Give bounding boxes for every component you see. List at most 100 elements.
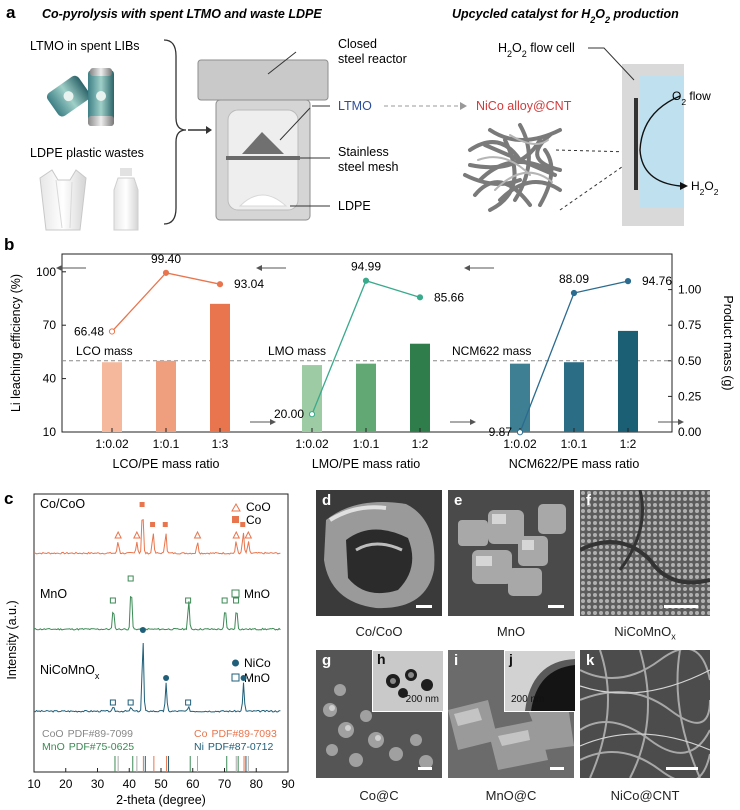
efficiency-label: 85.66 [434,290,464,304]
y-left-tick-label: 40 [43,372,57,386]
efficiency-point [362,277,370,284]
legend-nico: NiCo [232,656,271,670]
x-tick-label: 1:0.1 [353,437,380,451]
bar-lmo [356,363,376,432]
xrd-x-tick-label: 60 [186,777,200,791]
battery-icon [46,68,114,126]
bar-ncm622 [564,362,584,432]
xrd-x-tick-label: 20 [59,777,73,791]
xrd-x-tick-label: 80 [250,777,264,791]
tem-inset-j: j 200 nm [504,650,576,712]
svg-text:CoO: CoO [246,500,271,514]
nico-peak-marker [139,627,146,633]
efficiency-point [570,289,578,297]
co-peak-marker [139,502,145,507]
efficiency-label: 99.40 [151,252,181,266]
flow-cell-icon [622,64,684,226]
sem-label-k: k [586,652,595,669]
efficiency-point [216,281,224,288]
cnt-cluster-icon [463,123,562,212]
efficiency-label: 94.99 [351,260,381,274]
efficiency-point [108,328,116,335]
sem-label-f: f [586,492,591,509]
xrd-x-label: 2-theta (degree) [116,793,206,807]
efficiency-label: 9.87 [489,425,513,439]
caption-d: Co/CoO [355,624,403,639]
xrd-y-label: Intensity (a.u.) [5,600,19,679]
coo-peak-marker [193,530,202,539]
bar-lmo [410,343,430,432]
legend-co: Co [232,513,262,527]
xrd-x-tick-label: 70 [218,777,232,791]
sem-label-e: e [454,492,463,509]
x-group-label: NCM622/PE mass ratio [509,457,640,471]
y-left-tick-label: 70 [43,318,57,332]
svg-text:MnO: MnO [244,671,270,685]
mass-label: LCO mass [76,344,133,358]
x-tick-label: 1:2 [620,437,637,451]
reactor-label-2: steel reactor [338,52,407,66]
right-arrow-head-icon [470,419,476,425]
panel-c-chart: c Intensity (a.u.) 2-theta (degree) Co/C… [4,490,295,807]
right-arrow-head-icon [270,419,276,425]
ref-mno: MnO PDF#75-0625 [42,741,134,753]
mass-label: LMO mass [268,344,326,358]
series-label-coco: Co/CoO [40,497,85,511]
efficiency-line [111,272,221,332]
coo-peak-marker [133,530,141,539]
legend-mno: MnO [231,587,270,601]
svg-text:Co: Co [246,513,262,527]
nico-peak-marker [163,675,170,681]
co-peak-marker [240,522,246,527]
left-arrow-head-icon [464,265,470,271]
sem-image-e: e [448,490,574,616]
o2-flow-label: O2 flow [672,89,711,107]
y-left-tick-label: 10 [43,425,57,439]
tem-label-j: j [509,651,513,667]
scale-bar [666,767,698,770]
mno-peak-marker [221,597,228,604]
scale-bar [550,767,564,770]
co-peak-marker [150,522,156,527]
efficiency-label: 94.76 [642,274,672,288]
mno-peak-marker [109,597,116,604]
efficiency-point [416,294,424,301]
x-group-label: LMO/PE mass ratio [312,457,420,471]
panel-a: a Co-pyrolysis with spent LTMO and waste… [6,3,719,231]
tem-scale-j: 200 nm [511,694,545,705]
ltmo-label: LTMO [338,99,372,113]
scale-bar [548,605,564,608]
series-label-mno: MnO [40,587,67,601]
mno-peak-marker [127,575,134,582]
panel-b-label: b [4,238,14,254]
y-axis-right-label: Product mass (g) [721,295,735,390]
ldpe-label: LDPE [338,199,371,213]
bar-ncm622 [510,363,530,432]
y-right-tick-label: 0.50 [678,354,702,368]
x-tick-label: 1:2 [412,437,429,451]
ref-co: Co PDF#89-7093 [194,728,277,740]
caption-i: MnO@C [485,788,537,803]
x-tick-label: 1:0.1 [153,437,180,451]
steel-reactor-icon [197,59,329,221]
x-tick-label: 1:0.1 [561,437,588,451]
plastic-bag-icon [39,169,87,231]
y-right-tick-label: 0.75 [678,318,702,332]
sem-label-g: g [322,652,332,669]
sem-label-d: d [322,492,332,509]
bar-lco [156,360,176,432]
ldpe-source-label: LDPE plastic wastes [30,146,144,160]
efficiency-point [624,278,632,285]
mno-peak-marker [185,597,192,604]
scale-bar [418,767,432,770]
series-label-nicomnox: NiCoMnOx [40,663,100,681]
bar-lmo [302,365,322,432]
mno-peak-marker [185,699,192,706]
sem-image-k: k [580,650,710,778]
bar-lco [102,362,122,432]
mno-peak-marker [233,597,240,604]
xrd-trace-mno [33,595,281,631]
xrd-trace-coco [33,518,281,555]
ref-coo: CoO PDF#89-7099 [42,728,133,740]
tem-inset-h: h 200 nm [372,650,444,712]
